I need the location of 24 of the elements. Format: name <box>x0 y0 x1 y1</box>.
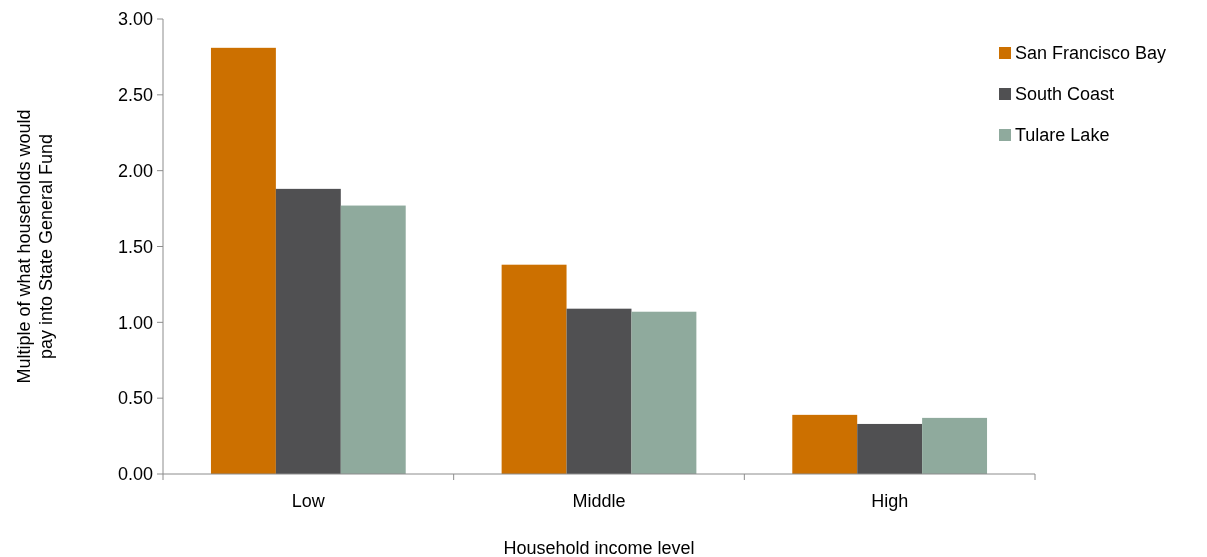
bar <box>501 264 567 474</box>
bar <box>792 414 858 474</box>
legend-label: South Coast <box>1015 84 1115 105</box>
x-tick-label: Middle <box>572 491 626 511</box>
legend-label: San Francisco Bay <box>1015 43 1167 64</box>
bar <box>566 308 632 474</box>
x-axis-title: Household income level <box>503 538 695 557</box>
bar <box>275 188 341 474</box>
y-tick-label: 0.00 <box>117 464 153 485</box>
bar <box>922 417 988 474</box>
bar <box>857 423 923 474</box>
bar <box>210 47 276 474</box>
y-axis-title: Multiple of what households would pay into State General Fund <box>14 109 56 384</box>
y-tick-label: 1.00 <box>117 312 153 333</box>
y-tick-label: 1.50 <box>117 236 153 257</box>
bar <box>340 205 406 474</box>
bar <box>631 311 697 474</box>
x-tick-label: High <box>871 491 909 511</box>
y-tick-label: 0.50 <box>117 388 153 409</box>
x-tick-label: Low <box>291 491 326 511</box>
y-tick-label: 2.50 <box>117 85 153 106</box>
y-tick-label: 2.00 <box>117 160 153 181</box>
y-tick-label: 3.00 <box>117 9 153 30</box>
legend-label: Tulare Lake <box>1015 125 1110 146</box>
